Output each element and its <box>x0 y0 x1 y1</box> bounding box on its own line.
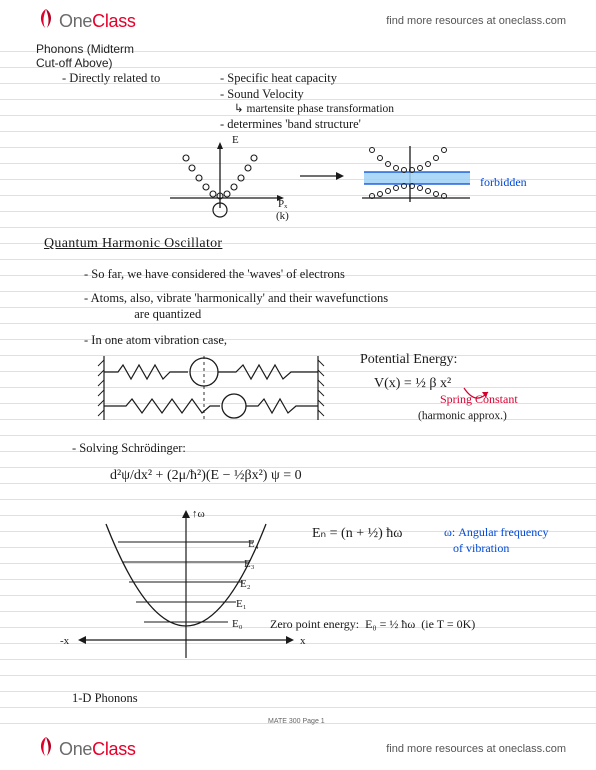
leaf-icon <box>36 736 56 763</box>
lvl-E2: E₂ <box>240 576 251 592</box>
brand-class-f: Class <box>92 739 136 759</box>
pe-annot2: (harmonic approx.) <box>418 408 507 424</box>
brand-class: Class <box>92 11 136 31</box>
brand-text-footer: OneClass <box>59 739 136 760</box>
lvl-E0: E₀ <box>232 616 243 632</box>
qho-heading: Quantum Harmonic Oscillator <box>44 236 222 252</box>
pe-annot: Spring Constant <box>440 392 518 407</box>
leaf-icon <box>36 8 56 35</box>
intro-b2sub: ↳ martensite phase transformation <box>234 101 394 117</box>
page-title: Phonons (Midterm Cut-off Above) <box>36 42 134 70</box>
brand-text: OneClass <box>59 11 136 32</box>
xplus: x <box>300 633 306 649</box>
page-marker: MATE 300 Page 1 <box>268 718 325 725</box>
brand-one: One <box>59 11 92 31</box>
brand-logo-footer: OneClass <box>36 736 136 763</box>
footer-tagline: find more resources at oneclass.com <box>386 743 566 755</box>
pe-title: Potential Energy: <box>360 352 457 368</box>
well-diagram <box>76 508 296 668</box>
band-diagram <box>150 136 490 224</box>
note-paper: Phonons (Midterm Cut-off Above) - Direct… <box>0 36 596 734</box>
brand-logo: OneClass <box>36 8 136 35</box>
spring-diagram <box>96 352 326 424</box>
En-eqn: Eₙ = (n + ½) ħω <box>312 526 402 542</box>
header-tagline: find more resources at oneclass.com <box>386 15 566 27</box>
intro-b3: - determines 'band structure' <box>220 116 361 132</box>
qho-line3: - In one atom vibration case, <box>84 332 227 348</box>
qho-line2: - Atoms, also, vibrate 'harmonically' an… <box>84 290 388 306</box>
footer-bar: OneClass find more resources at oneclass… <box>0 734 596 764</box>
lvl-E1: E₁ <box>236 596 247 612</box>
axis-k: (k) <box>276 208 289 224</box>
qho-line2b: are quantized <box>128 306 201 322</box>
title-line1: Phonons (Midterm <box>36 42 134 56</box>
footer-note: 1-D Phonons <box>72 690 138 706</box>
ytop: ↑ω <box>192 506 205 522</box>
brand-one-f: One <box>59 739 92 759</box>
schr-eqn: d²ψ/dx² + (2μ/ħ²)(E − ½βx²) ψ = 0 <box>110 468 302 484</box>
lvl-E4: E₄ <box>248 536 259 552</box>
intro-lead: - Directly related to <box>62 70 160 86</box>
intro-b1: - Specific heat capacity <box>220 70 337 86</box>
omega-note: ω: Angular frequency of vibration <box>444 524 549 556</box>
schr-lead: - Solving Schrödinger: <box>72 440 186 456</box>
axis-E: E <box>232 132 239 148</box>
lvl-E3: E₃ <box>244 556 255 572</box>
header-bar: OneClass find more resources at oneclass… <box>0 6 596 36</box>
xminus: -x <box>60 633 69 649</box>
qho-line1: - So far, we have considered the 'waves'… <box>84 266 345 282</box>
pe-eqn: V(x) = ½ β x² <box>374 376 451 392</box>
intro-b2: - Sound Velocity <box>220 86 304 102</box>
forbidden-label: forbidden <box>480 174 527 190</box>
zpe-note: Zero point energy: E₀ = ½ ħω (ie T = 0K) <box>270 616 475 632</box>
title-line2: Cut-off Above) <box>36 56 113 70</box>
